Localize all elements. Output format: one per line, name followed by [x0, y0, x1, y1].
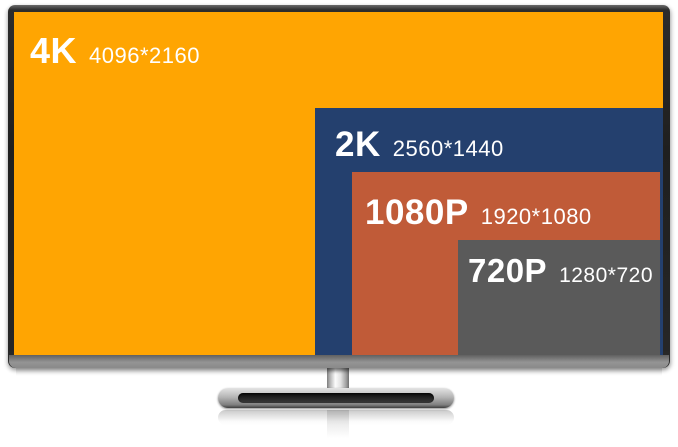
tv-bezel-bottom — [9, 355, 669, 368]
tv-stand-base — [218, 388, 454, 408]
resolution-label-1080p: 1080P 1920*1080 — [352, 172, 660, 233]
resolution-rect-720p: 720P 1280*720 — [458, 240, 660, 355]
resolution-label-2k: 2K 2560*1440 — [315, 108, 663, 165]
tv-frame: 4K 4096*2160 2K 2560*1440 1080P 1920*1080 7… — [8, 5, 670, 368]
resolution-name-720p: 720P — [468, 252, 548, 289]
stand-neck-reflection — [327, 410, 349, 438]
resolution-label-720p: 720P 1280*720 — [458, 240, 660, 290]
resolution-pixels-2k: 2560*1440 — [392, 136, 504, 161]
resolution-name-1080p: 1080P — [365, 193, 469, 232]
resolution-pixels-720p: 1280*720 — [559, 264, 654, 287]
resolution-label-4k: 4K 4096*2160 — [14, 12, 663, 72]
tv-screen: 4K 4096*2160 2K 2560*1440 1080P 1920*1080 7… — [14, 12, 663, 355]
resolution-pixels-1080p: 1920*1080 — [480, 204, 592, 229]
tv-stand-base-slot — [238, 393, 434, 403]
resolution-name-2k: 2K — [335, 125, 381, 164]
tv-stand-neck — [327, 368, 349, 392]
resolution-pixels-4k: 4096*2160 — [89, 43, 200, 68]
resolution-name-4k: 4K — [30, 30, 78, 71]
stand-base-reflection — [218, 410, 454, 425]
